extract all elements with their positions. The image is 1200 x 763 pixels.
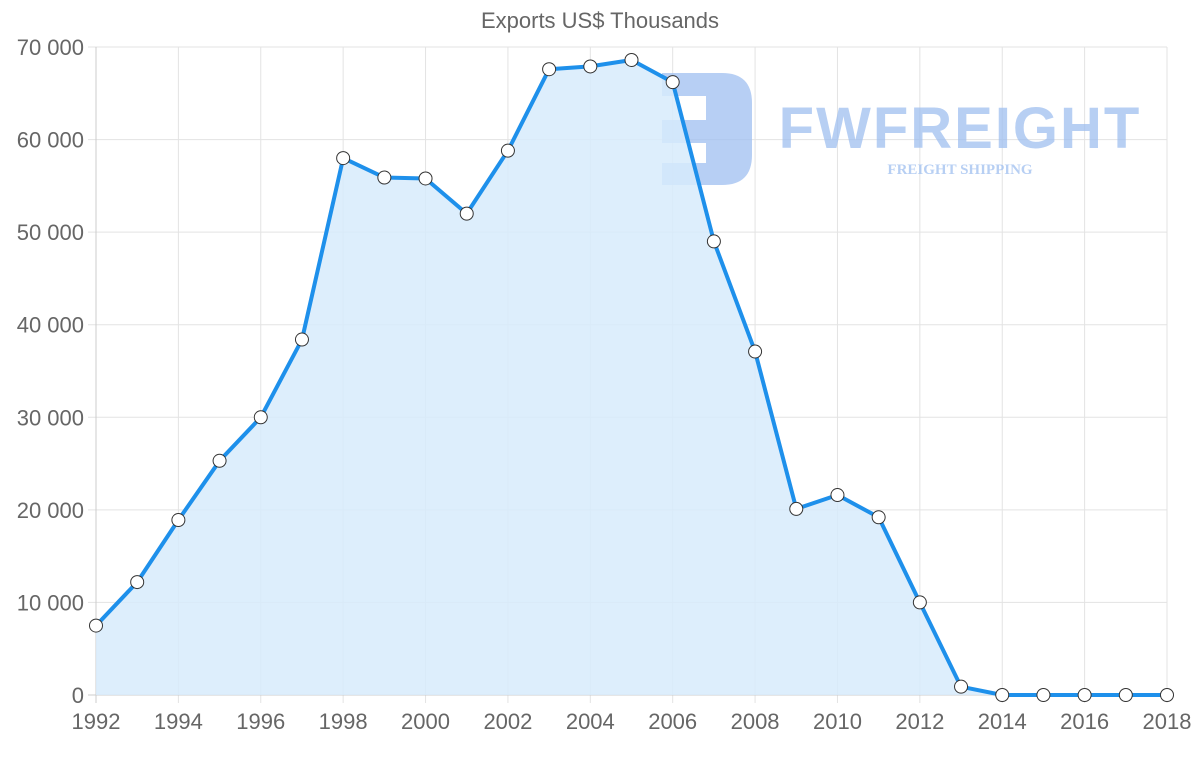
y-tick-label: 60 000 — [17, 128, 84, 153]
data-point[interactable] — [830, 488, 845, 503]
data-point[interactable] — [789, 501, 804, 516]
x-tick-label: 2004 — [566, 709, 615, 734]
x-tick-label: 2014 — [978, 709, 1027, 734]
data-point[interactable] — [253, 410, 268, 425]
y-tick-label: 70 000 — [17, 35, 84, 60]
data-point[interactable] — [130, 575, 145, 590]
data-point[interactable] — [624, 52, 639, 67]
y-tick-label: 20 000 — [17, 498, 84, 523]
data-point[interactable] — [748, 344, 763, 359]
data-point[interactable] — [954, 679, 969, 694]
data-point[interactable] — [995, 688, 1010, 702]
data-point[interactable] — [294, 332, 309, 347]
y-tick-label: 40 000 — [17, 313, 84, 338]
data-point[interactable] — [912, 595, 927, 610]
data-point[interactable] — [336, 151, 351, 166]
data-point[interactable] — [1077, 688, 1092, 702]
data-point[interactable] — [377, 170, 392, 185]
data-point[interactable] — [459, 206, 474, 221]
x-tick-label: 2002 — [483, 709, 532, 734]
data-point[interactable] — [500, 143, 515, 158]
x-tick-label: 1992 — [72, 709, 121, 734]
data-point[interactable] — [89, 618, 103, 633]
watermark-brand: FWFREIGHT — [779, 96, 1142, 161]
data-point[interactable] — [1036, 688, 1051, 702]
x-axis: 1992 1994 1996 1998 2000 2002 2004 2006 2008 2010… — [72, 709, 1192, 734]
y-tick-label: 10 000 — [17, 590, 84, 615]
data-point[interactable] — [665, 75, 680, 90]
x-tick-label: 2008 — [731, 709, 780, 734]
x-tick-label: 2018 — [1143, 709, 1192, 734]
x-tick-label: 1998 — [319, 709, 368, 734]
watermark-tagline: FREIGHT SHIPPING — [887, 162, 1032, 178]
x-tick-label: 2006 — [648, 709, 697, 734]
y-tick-label: 0 — [72, 683, 84, 708]
x-tick-label: 2000 — [401, 709, 450, 734]
data-point[interactable] — [418, 171, 433, 186]
data-point[interactable] — [542, 62, 557, 77]
x-tick-label: 2010 — [813, 709, 862, 734]
chart-title: Exports US$ Thousands — [480, 8, 720, 33]
data-point[interactable] — [871, 510, 886, 525]
watermark-logo: FWFREIGHT FREIGHT SHIPPING — [662, 73, 1142, 185]
x-tick-label: 1996 — [236, 709, 285, 734]
x-tick-label: 2012 — [895, 709, 944, 734]
x-tick-label: 1994 — [154, 709, 203, 734]
data-point[interactable] — [1118, 688, 1133, 702]
y-tick-label: 50 000 — [17, 220, 84, 245]
y-axis: 0 10 000 20 000 30 000 40 000 50 000 60 000 70 … — [17, 35, 84, 708]
data-point[interactable] — [171, 513, 186, 528]
data-point[interactable] — [706, 234, 721, 249]
area-fill — [96, 60, 1167, 695]
data-points — [89, 52, 1174, 702]
logo-mark-icon — [662, 73, 752, 185]
data-point[interactable] — [212, 453, 227, 468]
y-tick-label: 30 000 — [17, 405, 84, 430]
data-point[interactable] — [583, 59, 598, 74]
data-point[interactable] — [1160, 688, 1174, 702]
x-tick-label: 2016 — [1060, 709, 1109, 734]
